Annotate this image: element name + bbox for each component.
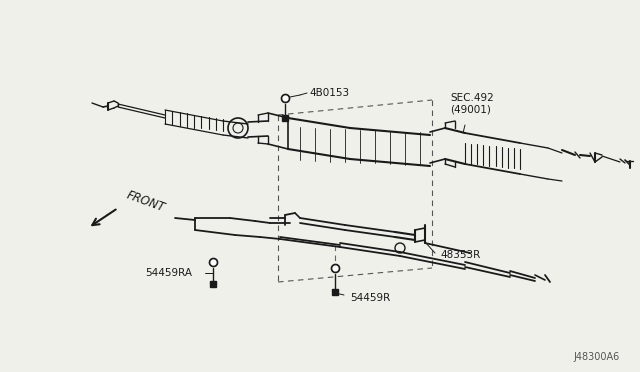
Text: 48353R: 48353R: [440, 250, 480, 260]
Text: SEC.492: SEC.492: [450, 93, 493, 103]
Text: 4B0153: 4B0153: [309, 88, 349, 98]
Text: 54459RA: 54459RA: [145, 268, 192, 278]
Text: (49001): (49001): [450, 104, 491, 114]
Text: J48300A6: J48300A6: [573, 352, 620, 362]
Text: FRONT: FRONT: [125, 189, 167, 215]
Text: 54459R: 54459R: [350, 293, 390, 303]
